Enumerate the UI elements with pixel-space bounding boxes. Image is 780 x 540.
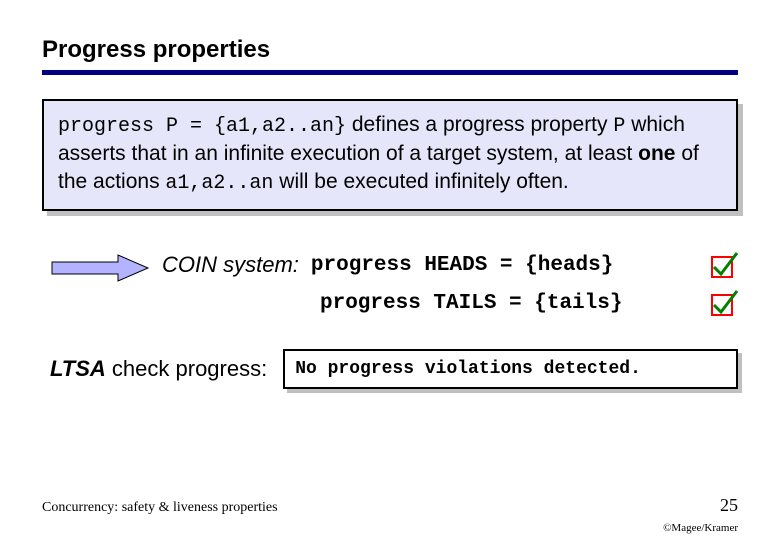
result-text: No progress violations detected. xyxy=(283,349,738,389)
coin-content: COIN system: progress HEADS = {heads} pr… xyxy=(162,251,738,327)
def-text-1: defines a progress property xyxy=(346,113,613,136)
ltsa-rest: check progress: xyxy=(106,356,267,381)
def-code-prefix: progress P = {a1,a2..an} xyxy=(58,115,346,138)
coin-row: COIN system: progress HEADS = {heads} pr… xyxy=(50,251,738,327)
checkmark-icon xyxy=(710,251,738,279)
def-text-4: will be executed infinitely often. xyxy=(273,170,568,193)
page-number: 25 xyxy=(720,495,738,516)
slide: Progress properties progress P = {a1,a2.… xyxy=(0,0,780,540)
title-rule xyxy=(42,70,738,75)
copyright: ©Magee/Kramer xyxy=(663,522,738,534)
coin-line-1: COIN system: progress HEADS = {heads} xyxy=(162,251,738,279)
def-bold: one xyxy=(638,142,675,165)
def-code-p: P xyxy=(613,115,625,138)
definition-content: progress P = {a1,a2..an} defines a progr… xyxy=(42,99,738,211)
coin-code-2: progress TAILS = {tails} xyxy=(320,292,700,315)
arrow-icon xyxy=(50,253,150,283)
coin-label: COIN system: xyxy=(162,252,299,278)
checkmark-icon xyxy=(710,289,738,317)
result-box: No progress violations detected. xyxy=(283,349,738,389)
arrow-shape xyxy=(52,255,148,281)
footer-left: Concurrency: safety & liveness propertie… xyxy=(42,500,278,516)
footer: Concurrency: safety & liveness propertie… xyxy=(42,495,738,516)
def-code-actions: a1,a2..an xyxy=(165,172,273,195)
ltsa-label: LTSA check progress: xyxy=(50,356,267,382)
ltsa-bold: LTSA xyxy=(50,356,106,381)
ltsa-row: LTSA check progress: No progress violati… xyxy=(50,349,738,389)
slide-title: Progress properties xyxy=(42,36,738,64)
coin-line-2: progress TAILS = {tails} xyxy=(162,289,738,317)
coin-code-1: progress HEADS = {heads} xyxy=(311,254,700,277)
definition-box: progress P = {a1,a2..an} defines a progr… xyxy=(42,99,738,211)
